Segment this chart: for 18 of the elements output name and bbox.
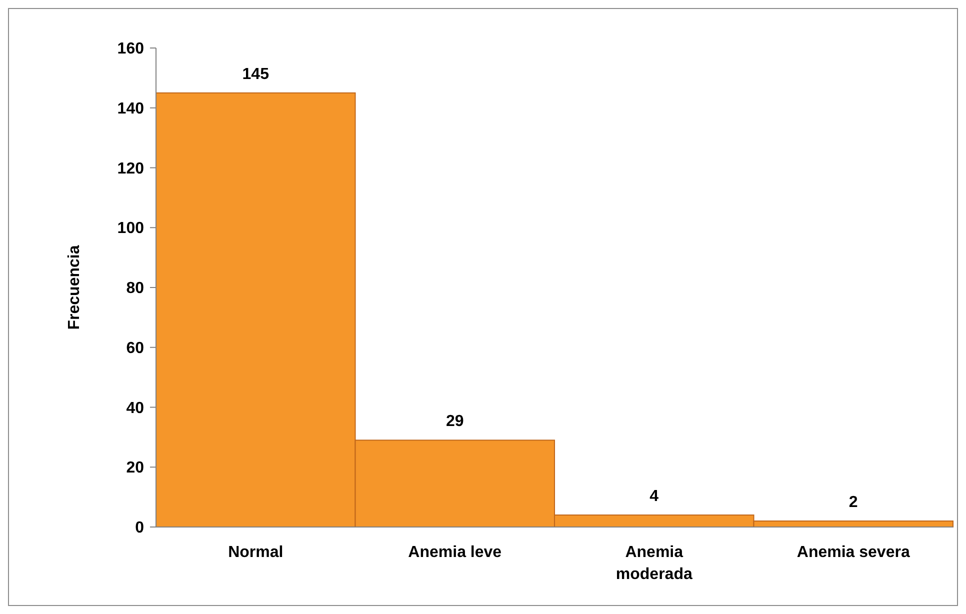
x-tick-label: Anemia leve bbox=[408, 544, 502, 561]
x-tick-label: Anemia moderada bbox=[616, 544, 692, 583]
y-tick-label: 20 bbox=[126, 460, 144, 477]
y-tick-label: 140 bbox=[117, 100, 144, 118]
data-label: 4 bbox=[650, 488, 659, 506]
x-tick-label: Anemia severa bbox=[796, 544, 910, 561]
y-tick-label: 80 bbox=[126, 280, 144, 298]
y-tick-label: 0 bbox=[135, 520, 144, 537]
y-tick-label: 40 bbox=[126, 400, 144, 417]
y-tick-label: 100 bbox=[117, 220, 144, 238]
y-axis-title: Frecuencia bbox=[66, 245, 83, 330]
data-label: 29 bbox=[446, 413, 464, 430]
y-tick-label: 60 bbox=[126, 340, 144, 357]
y-tick-label: 120 bbox=[117, 160, 144, 178]
x-tick-label: Normal bbox=[228, 544, 284, 561]
data-label: 145 bbox=[242, 66, 270, 83]
y-tick-label: 160 bbox=[117, 40, 144, 58]
data-label: 2 bbox=[848, 494, 858, 512]
